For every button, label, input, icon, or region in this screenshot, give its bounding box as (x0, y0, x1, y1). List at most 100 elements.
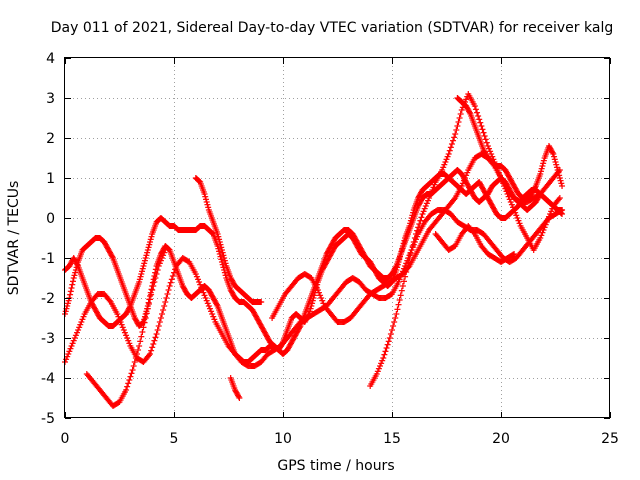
data-point-interp (163, 295, 170, 301)
data-point-interp (156, 319, 163, 325)
data-point-interp (402, 273, 409, 280)
data-point-interp (127, 373, 134, 380)
data-point-interp (489, 153, 496, 160)
data-point-interp (448, 141, 455, 147)
data-point (136, 343, 143, 349)
data-point-interp (556, 175, 563, 181)
data-point (142, 315, 149, 321)
data-point-interp (222, 260, 229, 267)
data-point-interp (216, 248, 223, 255)
data-point-interp (472, 106, 479, 113)
data-point-interp (456, 115, 463, 121)
data-point-interp (480, 129, 487, 136)
data-point-interp (69, 281, 76, 288)
data-point-interp (167, 279, 174, 286)
data-point-interp (202, 193, 209, 200)
data-point-interp (220, 252, 227, 259)
data-point (147, 351, 154, 357)
data-point (559, 183, 566, 189)
data-point (380, 355, 387, 361)
data-point-interp (73, 329, 80, 336)
data-point-interp (477, 119, 484, 126)
data-point-interp (133, 351, 140, 357)
data-point-interp (463, 96, 470, 103)
data-point-interp (148, 347, 155, 354)
data-point (556, 195, 563, 201)
data-point-interp (390, 323, 397, 329)
data-point-interp (404, 264, 411, 271)
data-point-interp (500, 180, 507, 187)
data-point-interp (540, 227, 547, 233)
data-point-interp (217, 253, 224, 260)
data-point (373, 371, 380, 377)
data-point-interp (194, 276, 201, 283)
data-point-interp (164, 291, 171, 297)
data-point-interp (171, 269, 177, 276)
data-point (511, 251, 518, 257)
x-tick-label: 0 (61, 431, 70, 447)
data-point-interp (144, 249, 151, 256)
data-point (504, 191, 511, 197)
data-point-interp (508, 201, 515, 208)
chart-title: Day 011 of 2021, Sidereal Day-to-day VTE… (51, 20, 613, 36)
data-point (236, 395, 243, 401)
axes: 0 5 10 15 20 25 -5 -4 -3 -2 -1 0 1 2 3 4 (41, 51, 619, 447)
data-point-interp (71, 335, 78, 341)
data-point-interp (392, 315, 399, 321)
data-point-interp (538, 232, 545, 239)
data-point-interp (557, 177, 564, 184)
data-point-interp (420, 208, 427, 215)
data-point-interp (74, 261, 81, 268)
data-point-interp (440, 164, 447, 171)
data-point-interp (216, 239, 223, 245)
data-point (162, 247, 169, 253)
data-point-interp (155, 323, 162, 329)
data-point-interp (132, 355, 139, 361)
data-point-interp (320, 300, 327, 307)
data-point-interp (481, 133, 488, 139)
data-point-interp (139, 265, 146, 272)
data-point-interp (488, 151, 495, 157)
data-point-interp (72, 269, 79, 276)
data-point-interp (496, 172, 503, 179)
data-point (386, 335, 393, 341)
data-point-interp (130, 363, 137, 369)
data-point-interp (115, 313, 122, 320)
data-point-interp (541, 224, 548, 231)
data-point (439, 167, 446, 173)
data-point-interp (455, 119, 462, 125)
data-point-interp (208, 308, 215, 315)
data-point-interp (512, 209, 519, 216)
data-point-interp (201, 292, 208, 299)
data-point-interp (549, 149, 556, 156)
data-point-interp (66, 348, 73, 355)
data-point-interp (138, 333, 145, 340)
data-point-interp (466, 109, 473, 116)
data-point-interp (123, 332, 130, 339)
data-point-interp (80, 313, 87, 320)
data-point-interp (200, 289, 207, 296)
data-point-interp (222, 272, 229, 279)
data-point (201, 191, 208, 197)
data-point-interp (137, 273, 144, 280)
data-point-interp (119, 324, 126, 331)
data-point-interp (396, 297, 403, 303)
data-point-interp (143, 252, 150, 259)
data-point-interp (553, 161, 560, 168)
y-tick-label: 0 (46, 211, 55, 227)
data-point-interp (137, 338, 144, 345)
data-point (412, 231, 419, 237)
data-point-interp (317, 292, 324, 299)
data-point (258, 299, 265, 305)
data-point (214, 243, 221, 249)
plot-frame (64, 57, 610, 418)
data-point-interp (387, 331, 394, 337)
data-point-interp (106, 297, 113, 304)
data-point-interp (507, 199, 514, 205)
data-point-interp (509, 204, 516, 211)
data-point-interp (411, 235, 418, 241)
data-point-interp (505, 193, 512, 200)
data-point-interp (415, 224, 422, 231)
data-point-interp (161, 303, 168, 309)
data-point-interp (151, 337, 158, 344)
